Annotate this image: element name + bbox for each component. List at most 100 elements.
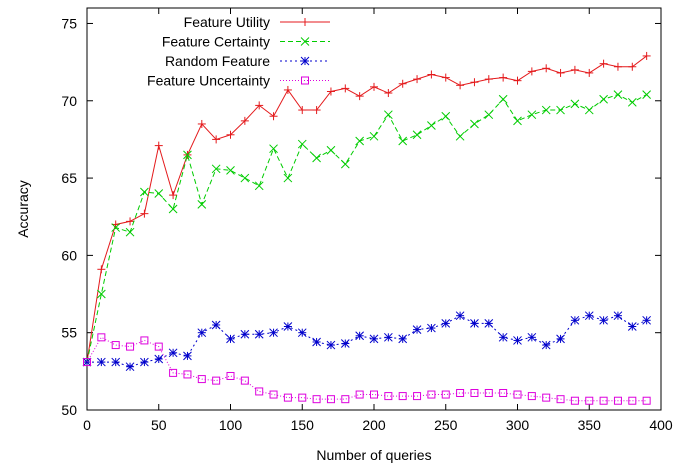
data-point xyxy=(355,331,365,341)
data-point xyxy=(599,94,608,104)
data-point xyxy=(384,89,393,98)
data-point xyxy=(441,111,451,121)
data-point xyxy=(283,322,293,331)
data-point xyxy=(154,189,164,198)
data-point xyxy=(83,358,91,367)
data-point xyxy=(283,173,293,183)
data-point xyxy=(140,187,149,197)
data-point xyxy=(111,223,121,232)
series-line xyxy=(86,336,647,402)
data-point xyxy=(126,342,135,351)
data-point xyxy=(470,78,479,87)
data-point xyxy=(470,119,479,129)
data-point xyxy=(441,73,450,82)
y-tick-label: 75 xyxy=(61,15,77,31)
data-point xyxy=(513,390,522,399)
data-point xyxy=(326,395,335,404)
data-point xyxy=(297,139,307,149)
data-point xyxy=(585,68,594,77)
data-point xyxy=(513,76,522,85)
x-tick-label: 150 xyxy=(291,417,315,433)
data-point xyxy=(427,390,436,399)
series-line xyxy=(86,55,647,363)
data-point xyxy=(599,59,608,68)
data-point xyxy=(470,388,479,397)
data-point xyxy=(355,390,364,399)
data-point xyxy=(527,67,536,76)
legend: Feature Utility Feature Certainty Random F… xyxy=(147,14,330,89)
data-point xyxy=(413,75,422,84)
x-tick-label: 200 xyxy=(362,417,386,433)
legend-label: Feature Utility xyxy=(184,14,270,30)
data-point xyxy=(484,75,493,84)
data-point xyxy=(183,370,192,379)
data-point xyxy=(599,315,608,325)
data-point xyxy=(499,73,508,82)
data-point xyxy=(126,217,135,226)
x-tick-label: 300 xyxy=(506,417,530,433)
data-point xyxy=(197,200,207,209)
data-point xyxy=(542,393,551,402)
data-point xyxy=(370,390,378,399)
data-point xyxy=(168,204,178,214)
data-point xyxy=(312,337,321,347)
data-point xyxy=(298,393,307,402)
data-point xyxy=(240,173,250,183)
data-point xyxy=(513,116,522,126)
data-point xyxy=(456,388,465,397)
data-point xyxy=(628,62,637,71)
y-axis-label: Accuracy xyxy=(15,180,31,238)
data-point xyxy=(527,392,536,401)
data-point xyxy=(341,84,350,93)
data-point xyxy=(211,320,221,330)
data-point xyxy=(240,116,249,125)
data-point xyxy=(341,395,350,404)
data-point xyxy=(197,375,206,384)
data-point xyxy=(240,329,250,339)
data-point xyxy=(226,371,235,380)
data-point xyxy=(140,336,149,345)
data-point xyxy=(240,376,249,385)
data-point xyxy=(212,376,221,385)
data-point xyxy=(140,209,149,218)
data-point xyxy=(556,395,565,404)
axis-ticks: 0 50 100 150 200 250 300 350 400 50 55 60 65 70 75 xyxy=(61,8,673,433)
data-point xyxy=(111,341,120,350)
data-point xyxy=(326,340,336,350)
data-point xyxy=(96,357,106,367)
data-point xyxy=(484,319,494,328)
data-point xyxy=(340,159,350,169)
data-point xyxy=(498,332,508,342)
data-point xyxy=(398,334,408,344)
y-tick-label: 70 xyxy=(61,93,77,109)
data-point xyxy=(383,110,393,120)
data-point xyxy=(427,70,436,79)
data-point xyxy=(398,136,408,146)
data-point xyxy=(355,136,365,146)
data-point xyxy=(599,396,608,405)
data-point xyxy=(97,265,106,274)
data-point xyxy=(355,92,364,101)
data-point xyxy=(254,329,264,339)
data-point xyxy=(183,150,192,160)
x-tick-label: 400 xyxy=(649,417,673,433)
data-point xyxy=(513,336,522,345)
data-point xyxy=(383,332,393,342)
data-point xyxy=(255,101,264,110)
data-point xyxy=(154,141,163,150)
x-axis-label: Number of queries xyxy=(316,447,431,463)
data-point xyxy=(613,311,623,321)
data-point xyxy=(498,94,508,104)
legend-marker xyxy=(301,76,309,85)
series-line xyxy=(86,94,647,363)
data-point xyxy=(298,106,307,115)
data-point xyxy=(326,145,336,155)
legend-marker xyxy=(300,56,310,66)
data-point xyxy=(125,227,135,237)
data-point xyxy=(541,340,551,350)
data-point xyxy=(412,325,422,334)
data-point xyxy=(255,387,264,396)
series-4 xyxy=(83,333,651,405)
data-point xyxy=(427,323,436,333)
